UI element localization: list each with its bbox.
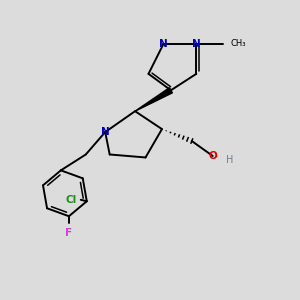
Text: H: H	[226, 155, 233, 166]
Text: ·: ·	[214, 152, 218, 162]
Text: CH₃: CH₃	[231, 40, 246, 49]
Polygon shape	[135, 88, 172, 111]
Text: O: O	[208, 151, 217, 161]
Text: N: N	[101, 127, 110, 137]
Text: N: N	[159, 39, 168, 49]
Text: Cl: Cl	[65, 195, 76, 205]
Text: N: N	[192, 39, 201, 49]
Text: F: F	[65, 228, 73, 238]
